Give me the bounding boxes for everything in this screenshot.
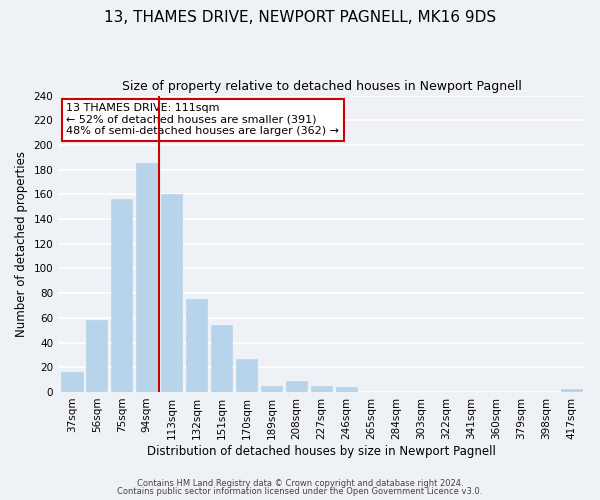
Bar [560, 390, 582, 392]
Bar [111, 200, 133, 392]
Bar [336, 387, 357, 392]
Bar [211, 326, 232, 392]
Bar [86, 320, 107, 392]
Bar [136, 164, 157, 392]
Text: Contains HM Land Registry data © Crown copyright and database right 2024.: Contains HM Land Registry data © Crown c… [137, 478, 463, 488]
Bar [186, 300, 208, 392]
Text: 13 THAMES DRIVE: 111sqm
← 52% of detached houses are smaller (391)
48% of semi-d: 13 THAMES DRIVE: 111sqm ← 52% of detache… [66, 103, 339, 136]
X-axis label: Distribution of detached houses by size in Newport Pagnell: Distribution of detached houses by size … [147, 444, 496, 458]
Title: Size of property relative to detached houses in Newport Pagnell: Size of property relative to detached ho… [122, 80, 521, 93]
Bar [161, 194, 182, 392]
Text: 13, THAMES DRIVE, NEWPORT PAGNELL, MK16 9DS: 13, THAMES DRIVE, NEWPORT PAGNELL, MK16 … [104, 10, 496, 25]
Y-axis label: Number of detached properties: Number of detached properties [15, 151, 28, 337]
Bar [61, 372, 83, 392]
Bar [261, 386, 282, 392]
Bar [286, 381, 307, 392]
Bar [236, 358, 257, 392]
Bar [311, 386, 332, 392]
Text: Contains public sector information licensed under the Open Government Licence v3: Contains public sector information licen… [118, 487, 482, 496]
